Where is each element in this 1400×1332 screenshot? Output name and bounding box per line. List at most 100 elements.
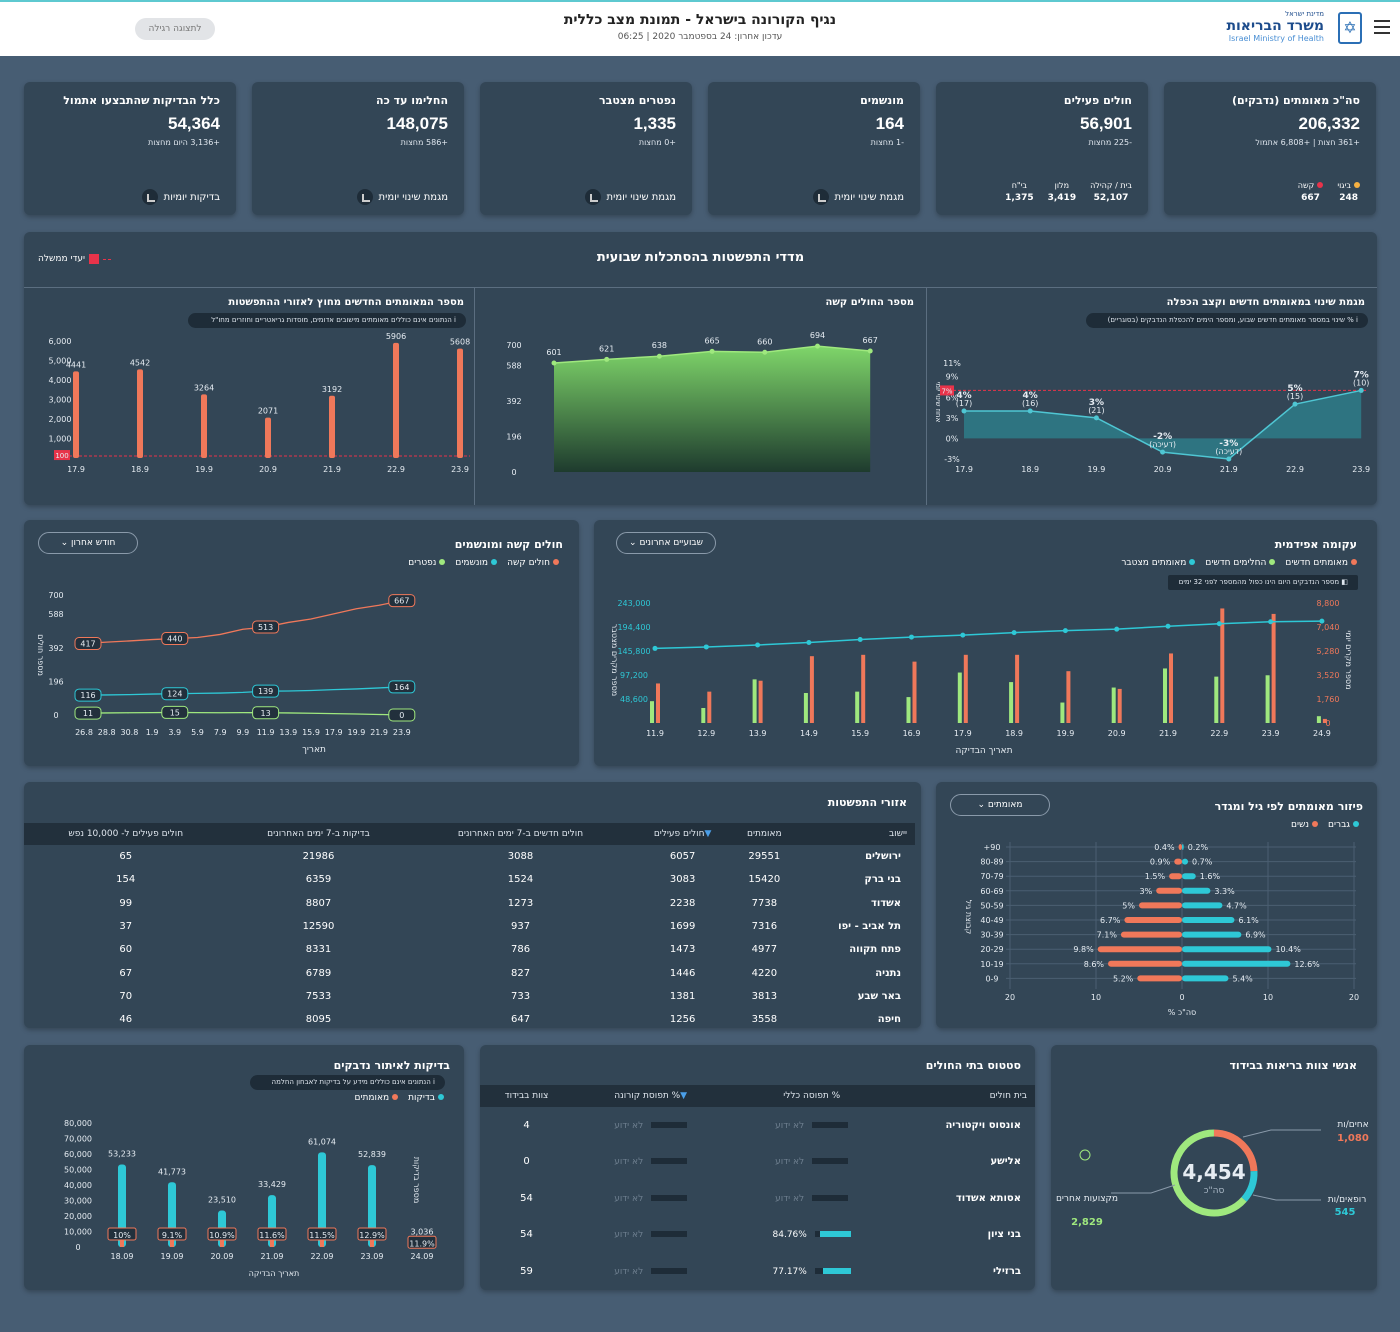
dot-icon [1351, 559, 1357, 565]
table-row[interactable]: תל אביב - יפו 7316 1699 937 12590 37 [24, 915, 915, 938]
women-label: 1.5% [1145, 872, 1166, 881]
table-row[interactable]: אסותא אשדוד לא ידוע לא ידוע 54 [480, 1180, 1035, 1217]
data-label: 694 [810, 331, 825, 340]
y-right-tick: 5,280 [1317, 647, 1340, 656]
new-cases-bar [861, 654, 866, 723]
table-row[interactable]: בני ברק 15420 3083 1524 6359 154 [24, 868, 915, 891]
table-row[interactable]: בני ציון 84.76% לא ידוע 54 [480, 1217, 1035, 1254]
data-label: 638 [652, 341, 667, 350]
col-hospital[interactable]: בית חולים [895, 1085, 1035, 1107]
pct-box [207, 1227, 237, 1241]
value-cell: 70 [119, 990, 133, 1002]
recovered-bar [1316, 716, 1321, 723]
pct-box [107, 1227, 137, 1241]
table-row[interactable]: באר שבע 3813 1381 733 7533 70 [24, 985, 915, 1008]
view-toggle-button[interactable]: לתצוגה רגילה [135, 18, 215, 40]
daily-trend-link[interactable]: מגמת שינוי יומית [584, 189, 676, 205]
col-tests7[interactable]: בדיקות ב-7 ימים האחרונים [227, 823, 410, 845]
occupancy-cell: לא ידוע [573, 1144, 728, 1181]
col-occupancy[interactable]: % תפוסה כללי [728, 1085, 895, 1107]
men-bar [1182, 902, 1223, 909]
total-label: סה"כ [1204, 1186, 1225, 1196]
divider [24, 287, 1377, 288]
legend-label: מאומתים מצטבר [1121, 558, 1187, 568]
legend-deceased: נפטרים [408, 558, 446, 568]
emblem-icon: ✡ [1338, 12, 1362, 44]
ventilated-label: 139 [258, 687, 273, 696]
col-confirmed[interactable]: מאומתים [733, 823, 795, 845]
bar [265, 417, 271, 458]
data-label: 4542 [130, 358, 150, 367]
table-row[interactable]: ברזילי 77.17% לא ידוע 59 [480, 1253, 1035, 1290]
age-legend: גברים נשים [1291, 820, 1359, 830]
severe-panel: חולים קשה ומונשמים חודש אחרון ⌄ חולים קש… [24, 520, 579, 766]
y-tick-label: 6,000 [49, 337, 72, 346]
men-label: 0.7% [1192, 858, 1213, 867]
x-tick-label: 13.9 [749, 729, 767, 738]
daily-trend-link[interactable]: מגמת שינוי יומית [812, 189, 904, 205]
doctors-arc [1213, 1129, 1258, 1172]
occupancy-cell: לא ידוע [573, 1217, 728, 1254]
sort-icon: ▼ [704, 829, 712, 839]
y-tick-label: 1,000 [49, 435, 72, 444]
age-metric-dropdown[interactable]: מאומתים ⌄ [950, 794, 1050, 816]
data-label: 665 [704, 336, 719, 345]
dot-icon [1312, 821, 1319, 827]
y-left-title: מספר מקרים מצטבר [610, 624, 619, 696]
pct-label: 4% [1023, 391, 1038, 401]
new-cases-bar [1271, 613, 1276, 723]
card-title: החלימו עד כה [376, 94, 448, 107]
y-tick-label: 10,000 [64, 1228, 92, 1237]
x-tick-label: 24.9 [1313, 729, 1331, 738]
info-icon: i [1353, 316, 1358, 324]
col-active[interactable]: ▼חולים פעילים [631, 823, 734, 845]
dot-icon [1353, 821, 1359, 827]
table-row[interactable]: אשדוד 7738 2238 1273 8807 99 [24, 892, 915, 915]
value-cell: 7738 [751, 897, 778, 909]
severe-range-dropdown[interactable]: חודש אחרון ⌄ [38, 532, 138, 554]
occupancy-label: לא ידוע [775, 1157, 805, 1168]
staff-cell: 4 [523, 1119, 530, 1131]
col-per10k[interactable]: חולים פעילים ל- 10,000 נפש [24, 823, 228, 845]
x-tick-label: 20.09 [211, 1252, 234, 1261]
value-cell: 3083 [669, 874, 696, 886]
y-tick-label: 0 [511, 468, 516, 477]
y-right-tick: 1,760 [1317, 695, 1340, 704]
table-row[interactable]: פתח תקווה 4977 1473 786 8331 60 [24, 938, 915, 961]
table-row[interactable]: ירושלים 29551 6057 3088 21986 65 [24, 845, 915, 868]
col-new7[interactable]: חולים חדשים ב-7 ימים האחרונים [409, 823, 632, 845]
daily-tests-link[interactable]: בדיקות יומיות [141, 189, 220, 205]
info-text: % שינוי במספר מאומתים חדשים שבוע, ומספר … [1107, 316, 1354, 324]
occupancy-cell: לא ידוע [573, 1253, 728, 1290]
y-left-tick: 194,400 [617, 623, 650, 632]
legend-label: נפטרים [408, 558, 437, 568]
epi-range-dropdown[interactable]: שבועיים אחרונים ⌄ [616, 532, 716, 554]
tests-label: 52,839 [358, 1150, 386, 1159]
col-staff-isolated[interactable]: צוות בבידוד [480, 1085, 574, 1107]
new-cases-bar [656, 683, 660, 723]
dot-icon [491, 559, 498, 565]
col-covid-occupancy[interactable]: ▼% תפוסת קורונה [573, 1085, 729, 1107]
legend-label: חולים קשה [507, 558, 550, 568]
table-row[interactable]: נתניה 4220 1446 827 6789 67 [24, 961, 915, 984]
table-row[interactable]: אלישע לא ידוע לא ידוע 0 [480, 1144, 1035, 1181]
legend-label: בדיקות [408, 1093, 435, 1103]
col-city[interactable]: יישוב [795, 823, 915, 845]
pct-label: 11.9% [409, 1239, 435, 1248]
value-cell: 1524 [507, 874, 534, 886]
data-label: 3192 [322, 385, 342, 394]
breakdown-label: ביגוי [1337, 181, 1351, 190]
severe-label-box [388, 594, 416, 608]
pct-label: 5% [1287, 384, 1302, 394]
age-group-label: 60-69 [980, 887, 1003, 896]
table-row[interactable]: אונסוס ויקטוריה לא ידוע לא ידוע 4 [480, 1107, 1035, 1144]
value-cell: 1699 [669, 921, 696, 933]
info-icon: ◧ [1339, 578, 1348, 586]
legend-label: מאומתים [354, 1093, 390, 1103]
daily-trend-link[interactable]: מגמת שינוי יומית [356, 189, 448, 205]
table-row[interactable]: חיפה 3558 1256 647 8095 46 [24, 1008, 915, 1028]
bar [73, 371, 79, 458]
value-cell: 827 [510, 967, 531, 979]
menu-icon[interactable] [1374, 20, 1390, 34]
x-tick-label: 1.9 [146, 728, 159, 737]
